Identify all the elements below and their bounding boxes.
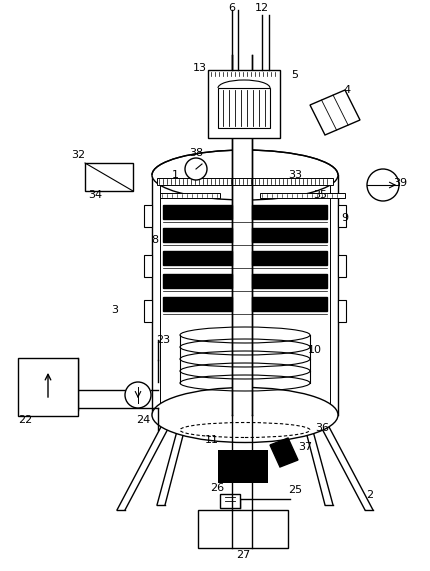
Text: 11: 11: [205, 435, 219, 445]
Bar: [218, 88, 270, 128]
Bar: [198, 510, 288, 548]
Bar: [85, 163, 133, 191]
Text: 27: 27: [236, 550, 250, 560]
Bar: [220, 494, 240, 508]
Circle shape: [367, 169, 399, 201]
Bar: [260, 193, 345, 198]
Text: 10: 10: [308, 345, 322, 355]
Text: 34: 34: [88, 190, 102, 200]
Bar: [163, 205, 232, 219]
Text: 23: 23: [156, 335, 170, 345]
Text: 3: 3: [111, 305, 119, 315]
Text: 24: 24: [136, 415, 150, 425]
Bar: [163, 297, 232, 311]
Circle shape: [125, 382, 151, 408]
Bar: [144, 300, 152, 322]
Text: 1: 1: [172, 170, 178, 180]
Polygon shape: [310, 90, 360, 135]
Bar: [157, 178, 333, 185]
Ellipse shape: [152, 388, 338, 443]
Bar: [338, 300, 346, 322]
Text: 25: 25: [288, 485, 302, 495]
Text: 32: 32: [71, 150, 85, 160]
Bar: [163, 274, 232, 288]
Text: 7: 7: [276, 257, 283, 267]
Text: 33: 33: [288, 170, 302, 180]
Bar: [208, 70, 280, 138]
Bar: [218, 450, 268, 483]
Text: 39: 39: [393, 178, 407, 188]
Text: 8: 8: [151, 235, 159, 245]
Bar: [338, 255, 346, 277]
Circle shape: [185, 158, 207, 180]
Bar: [163, 228, 232, 242]
Text: 12: 12: [255, 3, 269, 13]
Text: 13: 13: [193, 63, 207, 73]
Bar: [232, 55, 252, 415]
Bar: [144, 255, 152, 277]
Text: 5: 5: [292, 70, 298, 80]
Text: 37: 37: [298, 442, 312, 452]
Polygon shape: [270, 438, 298, 467]
Bar: [252, 251, 327, 265]
Bar: [144, 205, 152, 227]
Text: 35: 35: [313, 190, 327, 200]
Ellipse shape: [152, 150, 338, 200]
Text: 38: 38: [189, 148, 203, 158]
Bar: [252, 228, 327, 242]
Bar: [252, 297, 327, 311]
Bar: [338, 205, 346, 227]
Text: 9: 9: [341, 213, 349, 223]
Bar: [160, 193, 220, 198]
Text: 2: 2: [366, 490, 374, 500]
Bar: [252, 274, 327, 288]
Text: 22: 22: [18, 415, 32, 425]
Text: 4: 4: [344, 85, 350, 95]
Bar: [252, 205, 327, 219]
Bar: [18, 358, 78, 416]
Text: 36: 36: [315, 423, 329, 433]
Bar: [163, 251, 232, 265]
Text: 26: 26: [210, 483, 224, 493]
Text: 6: 6: [228, 3, 236, 13]
Ellipse shape: [152, 150, 338, 200]
